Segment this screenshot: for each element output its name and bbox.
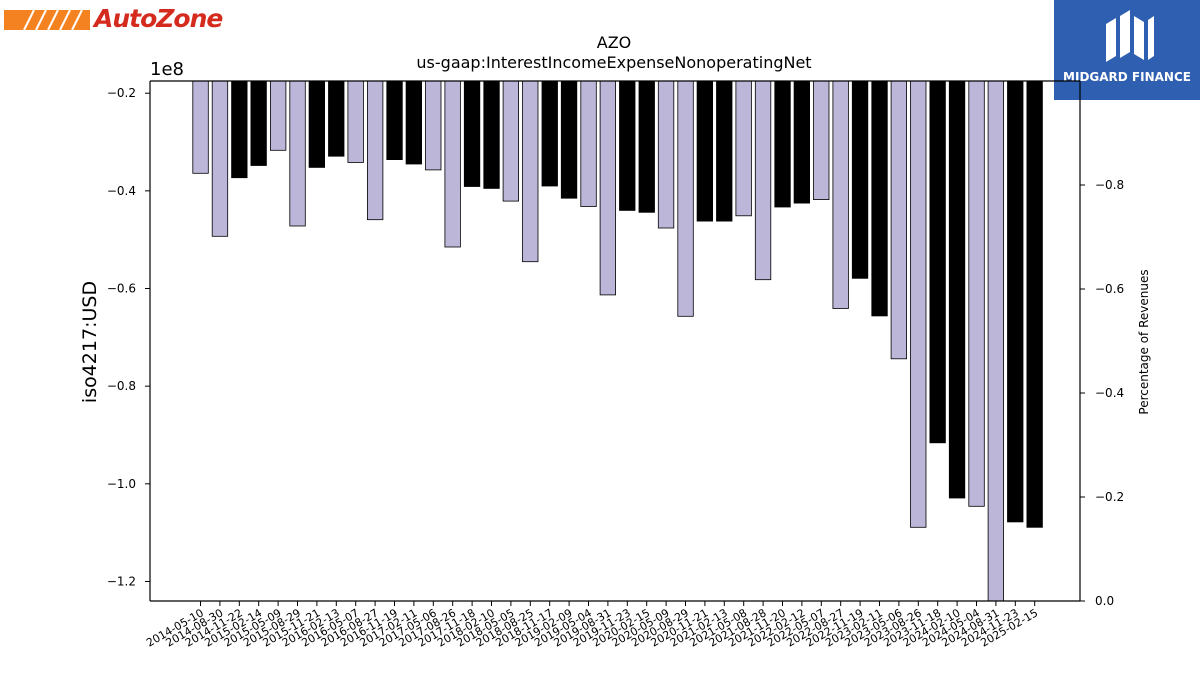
bar xyxy=(619,80,636,211)
bar xyxy=(1007,80,1024,523)
bar xyxy=(541,80,558,187)
bar xyxy=(269,80,287,151)
autozone-stripes-icon xyxy=(4,9,90,31)
bar xyxy=(910,80,927,528)
bar xyxy=(1026,80,1043,528)
midgard-finance-text: MIDGARD FINANCE xyxy=(1063,70,1191,84)
bar xyxy=(929,80,946,444)
y-tick-label: −0.2 xyxy=(107,86,136,100)
chart-subtitle: us-gaap:InterestIncomeExpenseNonoperatin… xyxy=(416,53,811,72)
bar xyxy=(425,80,442,171)
y2-tick-label: −0.8 xyxy=(1095,178,1124,192)
bar xyxy=(948,80,966,499)
bar xyxy=(192,80,209,174)
midgard-finance-logo: MIDGARD FINANCE xyxy=(1054,0,1200,100)
bar xyxy=(308,80,326,168)
bar xyxy=(793,80,810,204)
bar xyxy=(463,80,481,187)
bar xyxy=(580,80,597,207)
y2-axis-label: Percentage of Revenues xyxy=(1137,269,1151,414)
bar xyxy=(328,80,345,157)
bar xyxy=(231,80,248,179)
bar xyxy=(696,80,713,222)
bar xyxy=(386,80,403,160)
y2-tick-label: 0.0 xyxy=(1095,594,1114,608)
bar xyxy=(250,80,267,166)
bar xyxy=(968,80,985,507)
bar xyxy=(987,80,1004,602)
bar xyxy=(735,80,752,217)
bar xyxy=(657,80,675,229)
autozone-logo-text: AutoZone xyxy=(94,4,223,33)
bar xyxy=(832,80,849,309)
bar xyxy=(638,80,655,213)
bar xyxy=(599,80,616,296)
y2-tick-label: −0.6 xyxy=(1095,282,1124,296)
bar xyxy=(851,80,869,279)
bar xyxy=(522,80,539,263)
bar xyxy=(366,80,384,221)
y-axis-label: iso4217:USD xyxy=(79,281,101,403)
plot-area: −0.2 −0.4 −0.6 −0.8 −1.0 −1.2 0.0 −0.2 −0.4 −0.6 −… xyxy=(107,80,1124,650)
y-tick-label: −0.4 xyxy=(107,184,136,198)
bar xyxy=(289,80,306,227)
bar xyxy=(774,80,791,208)
chart-title: AZO xyxy=(597,33,632,52)
bar xyxy=(347,80,364,163)
bar xyxy=(444,80,461,248)
y-tick-label: −1.2 xyxy=(107,574,136,588)
bar xyxy=(813,80,830,200)
bar xyxy=(716,80,733,222)
y-tick-label: −0.8 xyxy=(107,379,136,393)
bar xyxy=(677,80,694,317)
bar xyxy=(560,80,578,199)
bar xyxy=(871,80,888,317)
autozone-logo: AutoZone xyxy=(4,4,234,34)
bar xyxy=(754,80,772,281)
bar xyxy=(502,80,520,202)
bar xyxy=(405,80,423,165)
midgard-m-icon xyxy=(1106,10,1154,62)
bar xyxy=(483,80,500,189)
y-offset-label: 1e8 xyxy=(150,59,184,80)
y2-tick-label: −0.4 xyxy=(1095,386,1124,400)
bar xyxy=(890,80,907,360)
bar xyxy=(211,80,229,237)
y2-tick-label: −0.2 xyxy=(1095,490,1124,504)
y-tick-label: −0.6 xyxy=(107,282,136,296)
y-tick-label: −1.0 xyxy=(107,477,136,491)
